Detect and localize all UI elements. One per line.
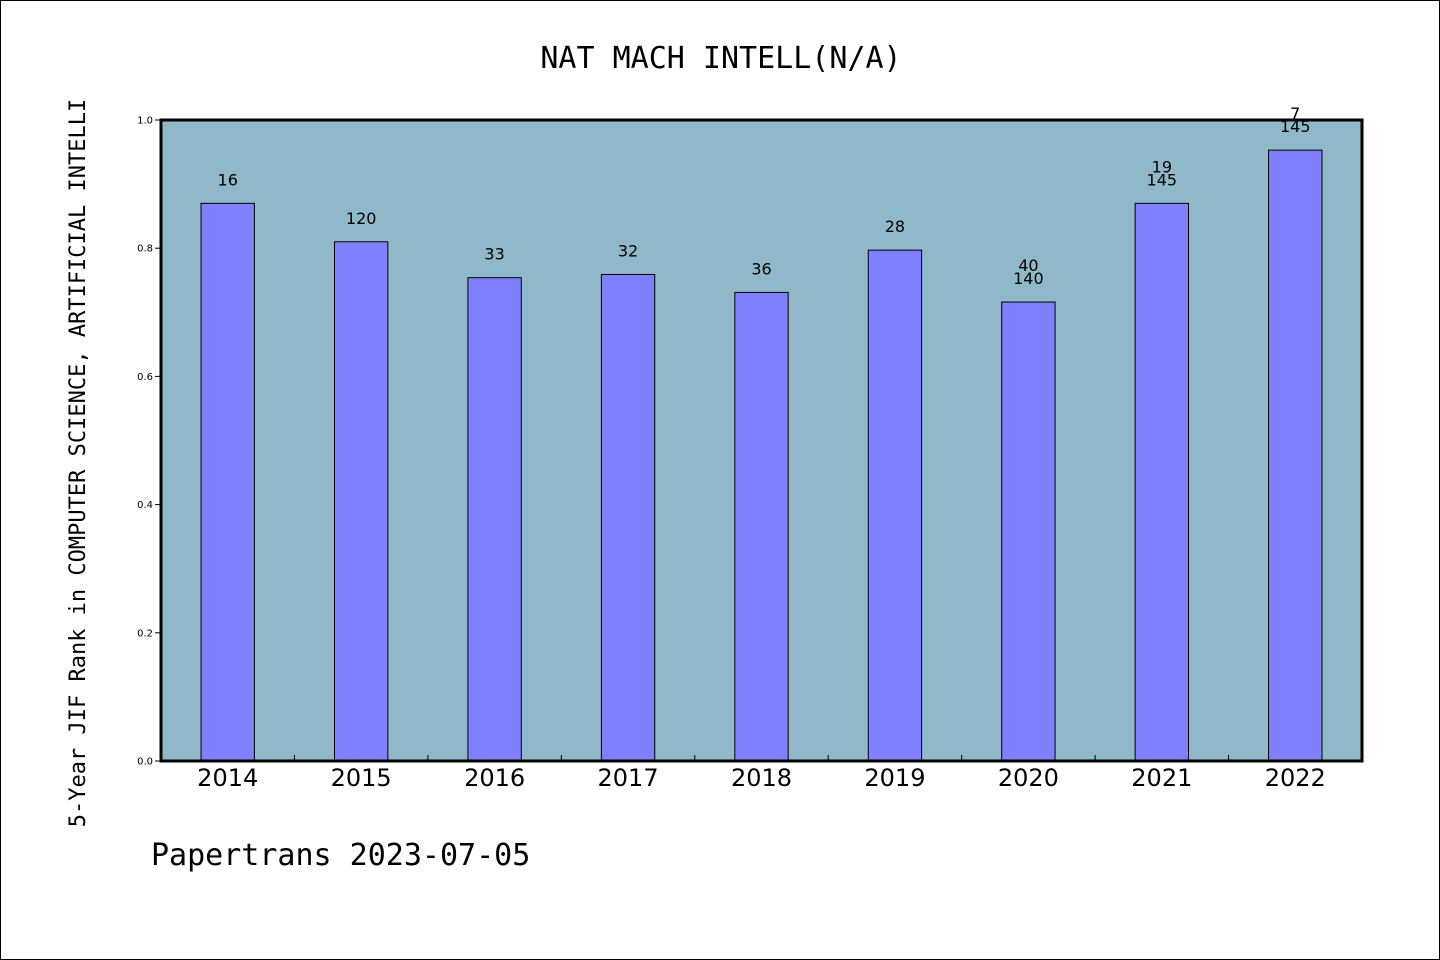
bar-2022 — [1268, 149, 1323, 762]
x-tick-label: 2017 — [598, 764, 659, 792]
bars-group — [200, 149, 1323, 762]
bar-2017 — [600, 273, 656, 762]
y-tick-label: 0.6 — [137, 372, 153, 383]
bar-2020 — [1001, 301, 1056, 762]
data-label: 16 — [218, 170, 238, 189]
data-label: 145 — [1280, 117, 1311, 136]
bar-2015 — [333, 241, 389, 762]
x-tick-label: 2018 — [731, 764, 792, 792]
x-tick-label: 2016 — [464, 764, 525, 792]
x-tick-label: 2019 — [864, 764, 925, 792]
bar-2014 — [200, 202, 255, 762]
data-label: 140 — [1013, 269, 1044, 288]
data-label: 7 — [1290, 104, 1300, 123]
ticks-group: 0.0 0.2 0.4 0.6 0.8 1.0 2014 2015 2016 2017 2018 20… — [137, 116, 1326, 793]
data-label: 33 — [484, 245, 504, 264]
y-tick-label: 1.0 — [137, 116, 153, 127]
y-axis-label: 5-Year JIF Rank in COMPUTER SCIENCE, ART… — [66, 99, 91, 827]
bar-2019 — [867, 249, 923, 762]
data-label: 36 — [751, 259, 771, 278]
data-label: 120 — [346, 209, 377, 228]
data-label: 40 — [1018, 256, 1038, 275]
x-tick-label: 2021 — [1131, 764, 1192, 792]
y-tick-label: 0.4 — [137, 500, 153, 511]
data-label: 32 — [618, 241, 638, 260]
x-tick-label: 2022 — [1265, 764, 1326, 792]
plot-frame — [159, 118, 1364, 763]
data-label: 145 — [1147, 170, 1178, 189]
data-label: 19 — [1152, 157, 1172, 176]
footer-text: Papertrans 2023-07-05 — [151, 838, 530, 873]
y-tick-label: 0.8 — [137, 244, 153, 255]
data-label: 28 — [885, 217, 905, 236]
x-tick-label: 2020 — [998, 764, 1059, 792]
bar-2018 — [734, 291, 789, 762]
x-tick-label: 2015 — [331, 764, 392, 792]
y-tick-label: 0.2 — [137, 628, 153, 639]
y-tick-label: 0.0 — [137, 757, 153, 768]
chart-title: NAT MACH INTELL(N/A) — [540, 41, 901, 76]
x-tick-label: 2014 — [197, 764, 258, 792]
bar-2021 — [1134, 202, 1190, 762]
bar-2016 — [467, 277, 522, 762]
